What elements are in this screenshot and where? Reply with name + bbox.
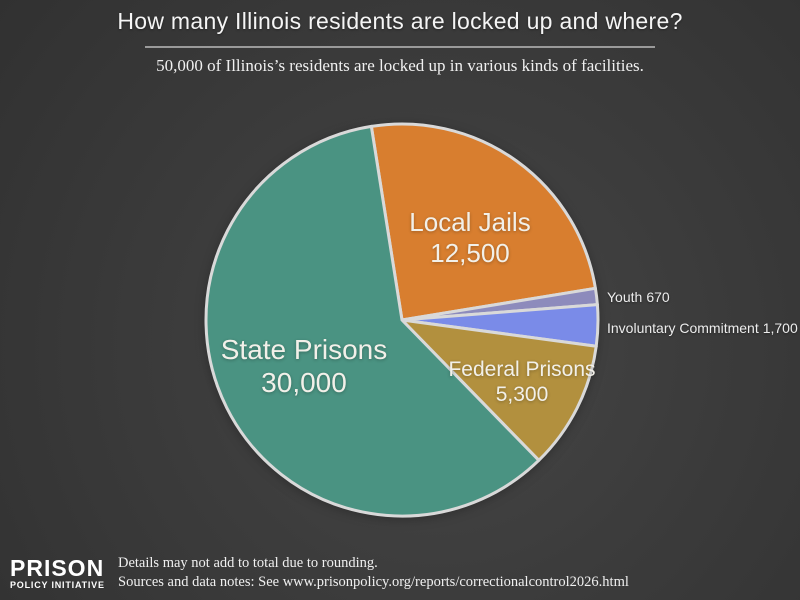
pie-slice-federal-prisons (400, 318, 598, 462)
footer-note-sources: Sources and data notes: See www.prisonpo… (118, 574, 629, 590)
slice-label-state-prisons: State Prisons 30,000 (221, 333, 388, 399)
slice-label-text: Local Jails (409, 207, 531, 237)
logo-word-policy-initiative: POLICY INITIATIVE (10, 580, 105, 590)
annotation-youth: Youth 670 (607, 289, 670, 305)
footer-note-rounding: Details may not add to total due to roun… (118, 555, 378, 571)
annotation-value: 1,700 (762, 320, 798, 336)
annotation-involuntary-commitment: Involuntary Commitment 1,700 (607, 320, 798, 336)
prison-policy-initiative-logo: PRISON POLICY INITIATIVE (10, 556, 105, 591)
pie-chart (204, 122, 600, 518)
slice-value-text: 5,300 (495, 383, 549, 406)
annotation-label: Involuntary Commitment (607, 320, 759, 336)
pie-slice-local-jails (369, 122, 597, 322)
slice-value-text: 12,500 (430, 238, 510, 268)
slice-value-text: 30,000 (261, 367, 347, 398)
pie-slice-state-prisons (204, 124, 541, 518)
slice-label-text: State Prisons (220, 334, 388, 365)
annotation-label: Youth (607, 289, 643, 305)
footer-notes: Details may not add to total due to roun… (118, 554, 629, 592)
page-title: How many Illinois residents are locked u… (117, 8, 683, 34)
slice-label-local-jails: Local Jails 12,500 (409, 207, 530, 269)
logo-word-prison: PRISON (10, 555, 105, 581)
title-divider (145, 46, 655, 48)
page-subtitle: 50,000 of Illinois’s residents are locke… (156, 56, 644, 75)
annotation-value: 670 (646, 289, 670, 305)
slice-label-text: Federal Prisons (448, 358, 596, 381)
slice-label-federal-prisons: Federal Prisons 5,300 (448, 357, 595, 407)
